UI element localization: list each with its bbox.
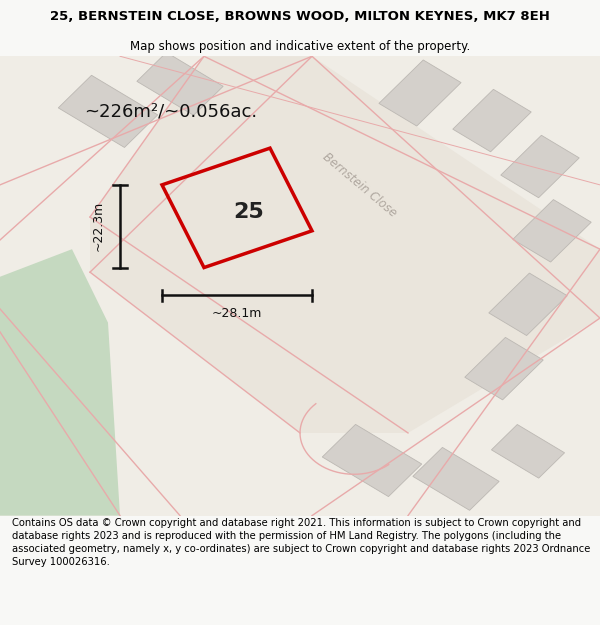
Polygon shape <box>513 199 591 262</box>
Polygon shape <box>501 135 579 198</box>
Text: Contains OS data © Crown copyright and database right 2021. This information is : Contains OS data © Crown copyright and d… <box>12 518 590 568</box>
Polygon shape <box>0 56 600 516</box>
Text: ~28.1m: ~28.1m <box>212 307 262 319</box>
Polygon shape <box>413 448 499 511</box>
Polygon shape <box>491 424 565 478</box>
Text: 25, BERNSTEIN CLOSE, BROWNS WOOD, MILTON KEYNES, MK7 8EH: 25, BERNSTEIN CLOSE, BROWNS WOOD, MILTON… <box>50 11 550 23</box>
Text: ~226m²/~0.056ac.: ~226m²/~0.056ac. <box>84 102 257 121</box>
Polygon shape <box>137 52 223 115</box>
Polygon shape <box>58 75 158 148</box>
Polygon shape <box>379 60 461 126</box>
Text: 25: 25 <box>233 202 265 222</box>
Polygon shape <box>90 56 600 433</box>
Polygon shape <box>0 249 120 516</box>
Polygon shape <box>465 338 543 400</box>
Text: ~22.3m: ~22.3m <box>92 201 105 251</box>
Polygon shape <box>322 424 422 497</box>
Polygon shape <box>489 273 567 336</box>
Text: Map shows position and indicative extent of the property.: Map shows position and indicative extent… <box>130 39 470 52</box>
Text: Bernstein Close: Bernstein Close <box>320 150 400 219</box>
Polygon shape <box>453 89 531 152</box>
